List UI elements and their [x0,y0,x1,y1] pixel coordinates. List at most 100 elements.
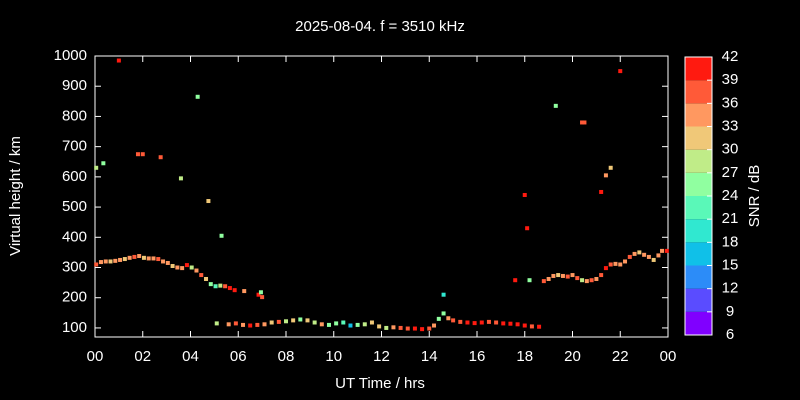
data-point [180,266,185,271]
data-point [656,253,661,258]
data-point [146,256,151,261]
data-point [204,276,209,281]
data-point [479,320,484,325]
data-point [116,58,121,63]
x-tick-label: 10 [325,348,342,365]
x-tick-label: 18 [516,348,533,365]
data-point [101,161,106,166]
data-point [565,274,570,279]
colorbar-band [685,219,712,243]
data-point [594,276,599,281]
data-point [161,259,166,264]
data-point [582,120,587,125]
data-point [213,284,218,289]
data-point [260,295,265,300]
data-point [233,321,238,326]
data-point [122,257,127,262]
data-point [436,316,441,321]
data-point [341,320,346,325]
data-point [256,292,261,297]
data-point [541,279,546,284]
data-point [170,263,175,268]
colorbar-band [685,149,712,173]
colorbar-tick-label: 9 [726,303,734,320]
y-tick-label: 1000 [54,47,87,64]
y-axis-label: Virtual height / km [7,136,24,256]
data-point [151,256,156,261]
data-point [362,322,367,327]
data-point [255,322,260,327]
data-point [118,257,123,262]
x-tick-label: 00 [660,348,677,365]
colorbar-tick-label: 24 [722,187,739,204]
data-point [391,325,396,330]
data-point [427,326,432,331]
x-tick-label: 20 [564,348,581,365]
data-point [334,321,339,326]
data-point [227,286,232,291]
data-point [525,226,530,231]
data-point [494,320,499,325]
data-point [226,322,231,327]
data-point [580,278,585,283]
data-point [522,192,527,197]
colorbar-tick-label: 27 [722,164,739,181]
data-point [560,273,565,278]
colorbar-tick-label: 12 [722,280,739,297]
colorbar-band [685,265,712,289]
data-point [284,319,288,324]
data-point [623,259,628,264]
data-point [141,255,146,260]
y-tick-label: 500 [62,198,87,215]
data-point [651,257,656,262]
data-point [608,165,613,170]
colorbar-tick-label: 42 [722,48,739,65]
data-point [405,326,410,331]
data-point [195,94,200,99]
x-tick-label: 04 [182,348,199,365]
x-tick-label: 08 [278,348,295,365]
x-tick-label: 14 [421,348,438,365]
data-point [218,283,223,288]
data-point [458,319,463,324]
data-point [627,254,632,259]
colorbar-label: SNR / dB [746,165,763,228]
data-point [384,325,389,330]
colorbar-band [685,242,712,266]
data-point [522,323,527,328]
data-point [580,120,585,125]
data-point [108,259,113,264]
data-point [618,262,623,267]
x-axis-label: UT Time / hrs [335,375,425,392]
data-point [298,317,303,322]
data-point [642,252,647,257]
y-tick-label: 100 [62,319,87,336]
data-point [551,273,556,278]
data-point [608,262,613,267]
data-point [135,152,140,157]
data-point [472,321,477,326]
data-point [262,322,267,327]
data-point [632,251,637,256]
data-point [603,266,608,271]
data-point [398,325,403,330]
data-point [513,278,518,283]
data-point [369,320,374,325]
data-point [553,103,558,108]
y-tick-label: 800 [62,107,87,124]
data-point [219,233,224,238]
data-point [305,318,310,323]
colorbar-band [685,172,712,196]
data-point [412,326,417,331]
colorbar-tick-label: 30 [722,141,739,158]
data-point [377,324,382,329]
data-point [184,263,189,268]
data-point [556,273,561,278]
colorbar-tick-label: 18 [722,233,739,250]
data-point [94,262,99,267]
data-point [348,323,353,328]
colorbar-band [685,288,712,312]
x-tick-label: 22 [612,348,629,365]
